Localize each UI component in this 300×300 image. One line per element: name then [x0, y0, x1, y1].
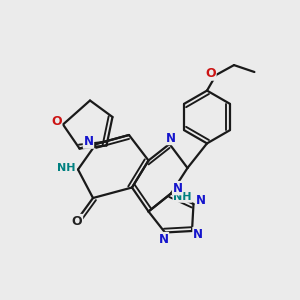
- Text: O: O: [205, 67, 216, 80]
- Text: N: N: [172, 182, 183, 195]
- Text: N: N: [166, 131, 176, 145]
- Text: N: N: [193, 227, 203, 241]
- Text: NH: NH: [57, 163, 76, 173]
- Text: N: N: [83, 135, 94, 148]
- Text: NH: NH: [173, 192, 192, 202]
- Text: N: N: [158, 232, 169, 246]
- Text: N: N: [196, 194, 206, 208]
- Text: O: O: [51, 115, 62, 128]
- Text: O: O: [72, 214, 83, 228]
